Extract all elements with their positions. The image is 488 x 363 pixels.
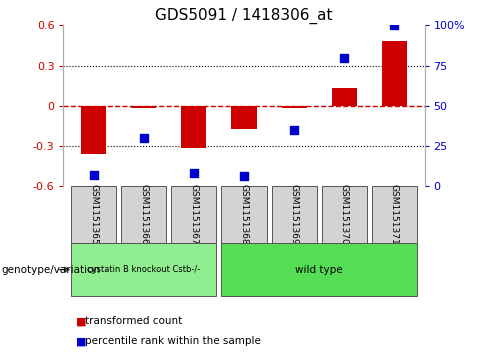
FancyBboxPatch shape bbox=[222, 186, 266, 243]
Point bbox=[290, 127, 298, 132]
Text: GSM1151366: GSM1151366 bbox=[139, 184, 148, 245]
Bar bbox=[182, 106, 206, 148]
Text: transformed count: transformed count bbox=[85, 316, 183, 326]
Text: wild type: wild type bbox=[295, 265, 343, 274]
Bar bbox=[81, 106, 106, 155]
Text: cystatin B knockout Cstb-/-: cystatin B knockout Cstb-/- bbox=[87, 265, 200, 274]
Text: ■: ■ bbox=[76, 316, 86, 326]
Text: genotype/variation: genotype/variation bbox=[1, 265, 100, 274]
Text: GSM1151367: GSM1151367 bbox=[189, 184, 198, 245]
Bar bbox=[332, 88, 357, 106]
FancyBboxPatch shape bbox=[372, 186, 417, 243]
Text: percentile rank within the sample: percentile rank within the sample bbox=[85, 336, 261, 346]
Text: GSM1151368: GSM1151368 bbox=[240, 184, 248, 245]
Text: GSM1151371: GSM1151371 bbox=[390, 184, 399, 245]
Bar bbox=[282, 106, 306, 108]
Text: GSM1151370: GSM1151370 bbox=[340, 184, 349, 245]
FancyBboxPatch shape bbox=[171, 186, 216, 243]
Point bbox=[90, 172, 98, 178]
Bar bbox=[131, 106, 156, 108]
FancyBboxPatch shape bbox=[71, 186, 116, 243]
FancyBboxPatch shape bbox=[121, 186, 166, 243]
Point bbox=[240, 174, 248, 179]
Bar bbox=[231, 106, 257, 129]
Title: GDS5091 / 1418306_at: GDS5091 / 1418306_at bbox=[155, 8, 333, 24]
Point bbox=[390, 23, 398, 28]
Point bbox=[140, 135, 147, 140]
Text: GSM1151369: GSM1151369 bbox=[290, 184, 299, 245]
Text: GSM1151365: GSM1151365 bbox=[89, 184, 98, 245]
FancyBboxPatch shape bbox=[272, 186, 317, 243]
Point bbox=[190, 170, 198, 176]
Bar bbox=[382, 41, 407, 106]
Point bbox=[341, 54, 348, 60]
Text: ■: ■ bbox=[76, 336, 86, 346]
FancyBboxPatch shape bbox=[322, 186, 367, 243]
